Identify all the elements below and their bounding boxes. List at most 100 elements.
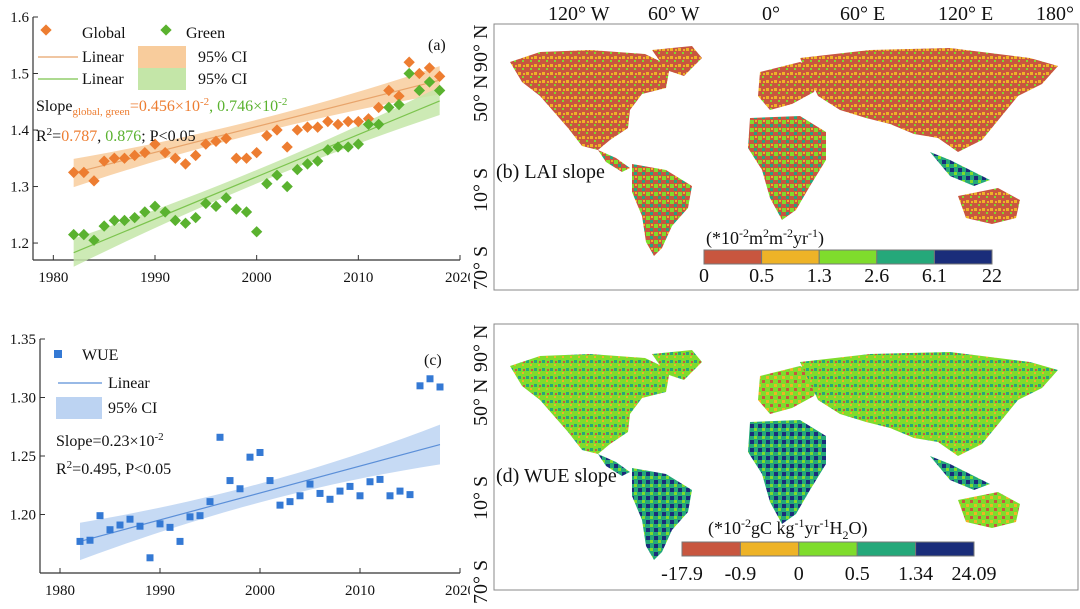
chart-a-slope-annotation: Slopeglobal, green=0.456×10-2, 0.746×10-…: [36, 96, 287, 118]
map-d-colorbar: (*10-2gC kg-1yr-1H2O) -17.9 -0.9 0 0.5 1.34 2…: [661, 516, 996, 585]
slope-global-exponent: -2: [200, 96, 209, 108]
point-wue-2005: [306, 480, 314, 488]
legend-wue-marker: [54, 350, 62, 358]
wue-r2-prefix: R: [56, 461, 67, 478]
unit-d-part-1: (*10: [708, 518, 741, 539]
point-green-2007: [322, 144, 334, 156]
point-green-1988: [129, 211, 141, 224]
legend-wue-ci-label: 95% CI: [108, 400, 157, 417]
point-global-1989: [139, 146, 151, 159]
point-wue-1984: [96, 512, 104, 520]
map-b-colorbar-swatches: [703, 249, 993, 265]
map-b-colorbar-tick-4: 6.1: [922, 265, 947, 287]
point-wue-1997: [226, 477, 234, 485]
point-wue-1988: [136, 522, 144, 530]
map-b-asia: [800, 48, 1058, 152]
lon-label-60e: 60° E: [840, 3, 885, 25]
map-d-lat-50n: 50° N: [470, 379, 492, 426]
unit-d-part-7: H: [830, 518, 843, 538]
map-d-colorbar-swatch-4: [915, 541, 975, 557]
lon-label-0: 0°: [762, 3, 780, 25]
map-b-colorbar-swatch-4: [933, 249, 993, 265]
map-d-colorbar-tick-2: 0: [794, 563, 804, 585]
fit-line-wue: [79, 443, 441, 542]
y-tick-label-1.2: 1.2: [10, 236, 29, 252]
point-wue-1985: [106, 526, 114, 534]
point-wue-1996: [216, 433, 224, 441]
point-wue-2007: [326, 495, 334, 503]
lon-label-120e: 120° E: [938, 3, 993, 25]
map-d-colorbar-swatches: [681, 541, 975, 557]
chart-c-r2-annotation: R2=0.495, P<0.05: [56, 459, 171, 478]
unit-d-part-8: 2: [843, 528, 849, 542]
unit-b-part-7: yr: [793, 228, 808, 248]
slope-green-value: 0.746×10: [217, 98, 278, 115]
point-wue-1991: [166, 523, 174, 531]
point-wue-2009: [346, 482, 354, 490]
point-wue-1999: [246, 453, 254, 461]
point-wue-1994: [196, 512, 204, 520]
point-wue-2002: [276, 501, 284, 509]
r2-tail: ; P<0.05: [141, 128, 195, 145]
slope-prefix: Slope: [36, 98, 72, 115]
point-global-2004: [291, 124, 303, 136]
map-d-central-america: [598, 454, 630, 476]
unit-d-part-9: O): [849, 518, 868, 539]
wue-slope-text: Slope=0.23×10: [56, 433, 155, 450]
point-global-1993: [179, 158, 192, 170]
y-tick-label-1.2: 1.20: [10, 508, 36, 524]
point-green-1989: [139, 206, 151, 218]
y-tick-label-1.35: 1.35: [10, 332, 36, 348]
point-global-2006: [312, 121, 324, 133]
chart-c-points: [76, 375, 444, 562]
point-green-1998: [230, 203, 242, 215]
unit-d-part-3: gC kg: [751, 518, 795, 538]
x-tick-label-2010: 2010: [343, 270, 373, 286]
point-green-2005: [301, 158, 314, 170]
unit-d-part-2: -2: [741, 516, 751, 530]
map-d-north-america: [510, 354, 670, 454]
legend-green-label: Green: [186, 25, 225, 42]
map-b-lat-10s: 10° S: [470, 168, 492, 212]
chart-c-legend: WUE Linear 95% CI: [54, 347, 157, 419]
map-d-asia: [800, 352, 1058, 456]
map-d-title: (d) WUE slope: [496, 465, 617, 487]
map-b-africa: [748, 116, 826, 220]
map-d-colorbar-swatch-2: [798, 541, 858, 557]
map-b-colorbar-swatch-2: [818, 249, 878, 265]
legend-green-linear-label: Linear: [82, 71, 124, 88]
point-wue-1983: [86, 536, 94, 544]
point-wue-2004: [296, 492, 304, 500]
r2-green-value: 0.876: [105, 128, 141, 145]
point-wue-1990: [156, 520, 164, 528]
r2-prefix: R: [36, 128, 47, 145]
map-d-colorbar-tick-3: 0.5: [845, 563, 870, 585]
map-d-colorbar-swatch-1: [739, 541, 800, 557]
map-b-lat-90n: 90° N: [470, 25, 492, 72]
point-wue-1989: [146, 554, 154, 562]
map-d-colorbar-ticks: -17.9 -0.9 0 0.5 1.34 24.09: [661, 563, 996, 585]
wue-r2-tail: =0.495, P<0.05: [72, 461, 171, 478]
map-d-unit: (*10-2gC kg-1yr-1H2O): [708, 516, 868, 542]
map-b-colorbar-swatch-1: [761, 249, 820, 265]
map-b-colorbar-tick-3: 2.6: [864, 265, 889, 287]
point-wue-2018: [436, 383, 444, 391]
point-green-2001: [261, 178, 273, 190]
point-wue-2010: [356, 492, 364, 500]
point-green-2004: [291, 163, 303, 176]
point-global-2001: [261, 130, 273, 142]
point-green-1991: [159, 206, 171, 218]
map-b-south-america: [632, 164, 692, 256]
map-b-colorbar-swatch-3: [876, 249, 935, 265]
legend-green-ci-label: 95% CI: [198, 71, 247, 88]
map-b-title: (b) LAI slope: [496, 161, 605, 183]
unit-b-part-9: ): [818, 228, 824, 249]
unit-d-part-6: -1: [820, 516, 830, 530]
point-green-1999: [240, 206, 253, 218]
unit-b-part-8: -1: [808, 226, 818, 240]
legend-global-ci-swatch: [138, 46, 186, 68]
point-global-2008: [332, 118, 344, 131]
chart-a-lai-trend: 198019902000201020201.21.31.41.51.6 (a) …: [10, 10, 470, 286]
map-b-unit: (*10-2m2m-2yr-1): [706, 226, 824, 249]
unit-b-part-1: (*10: [706, 228, 739, 249]
